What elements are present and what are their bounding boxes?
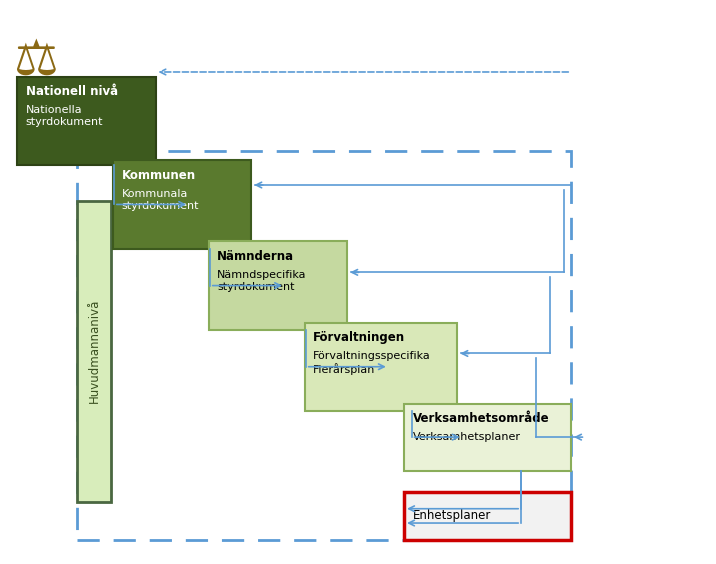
Bar [404, 492, 571, 540]
Text: Verksamhetsområde: Verksamhetsområde [412, 412, 549, 425]
Bar [77, 201, 112, 501]
Text: Nämnderna: Nämnderna [218, 250, 294, 263]
Text: Förvaltningen: Förvaltningen [313, 331, 405, 344]
Text: Huvudmannanivå: Huvudmannanivå [88, 299, 101, 403]
Text: ⚖: ⚖ [14, 36, 58, 84]
Text: Nationell nivå: Nationell nivå [26, 85, 117, 98]
Bar [209, 241, 347, 330]
Bar [404, 404, 571, 470]
Text: Enhetsplaner: Enhetsplaner [412, 509, 491, 522]
Bar [113, 160, 251, 249]
Text: Nämndspecifika
styrdokument: Nämndspecifika styrdokument [218, 270, 307, 292]
Bar [305, 323, 458, 411]
Text: Nationella
styrdokument: Nationella styrdokument [26, 105, 103, 127]
Text: Verksamhetsplaner: Verksamhetsplaner [412, 433, 521, 442]
Text: Kommunen: Kommunen [122, 169, 195, 182]
Text: Kommunala
styrdokument: Kommunala styrdokument [122, 189, 199, 210]
Bar [17, 77, 155, 165]
Text: Förvaltningsspecifika
Flerårsplan: Förvaltningsspecifika Flerårsplan [313, 351, 431, 375]
Bar [77, 151, 571, 540]
